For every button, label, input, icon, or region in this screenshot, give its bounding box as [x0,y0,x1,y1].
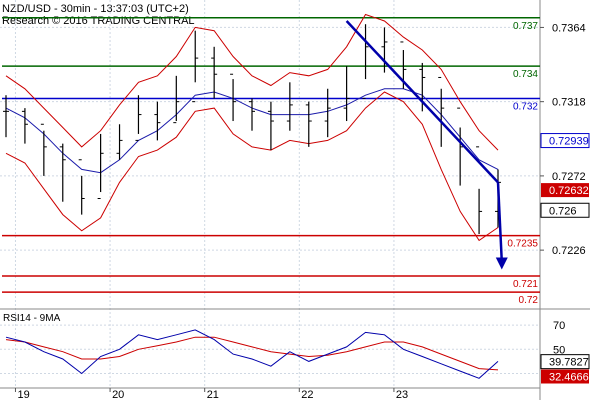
rsi-tick-label: 70 [553,320,565,332]
y-tick-label: 0.7272 [552,171,586,183]
forecast-arrow-head [495,257,508,270]
grid-lines [0,0,540,388]
key-levels: 0.737 0.734 0.732 0.7235 0.721 0.72 [2,17,540,306]
resistance-trendline [345,20,499,184]
bollinger-lower-line [5,91,499,242]
x-tick-label: 19 [17,389,29,400]
y-tick-label: 0.7318 [552,97,586,109]
rsi-tag-last-box [540,354,590,370]
chart-title: NZD/USD - 30min - 13:37:03 (UTC+2) [2,3,189,15]
level-label-0.721: 0.721 [513,279,538,290]
bollinger-upper-line [5,13,499,151]
level-label-0.732: 0.732 [513,101,538,112]
y-tick-label: 0.7364 [552,22,586,34]
rsi-title: RSI14 - 9MA [3,313,61,324]
rsi-line [5,329,499,379]
forecast-arrow-shaft [496,182,504,262]
price-tag-current-box [541,183,589,198]
rsi-tick-label: 50 [553,344,565,356]
price-tag-ma: 0.72939 [549,136,589,148]
x-tick-label: 22 [301,389,313,400]
price-bars [3,24,501,234]
rsi-tag-last: 39.7827 [549,357,589,369]
y-tick-label: 0.7226 [552,245,586,257]
price-tag-ma-box [540,133,590,149]
price-tag-last: 0.726 [549,205,577,217]
price-tag-last-box [540,202,590,218]
rsi-tag-current-box [541,369,589,384]
rsi-ma-line [5,336,499,371]
level-label-0.72: 0.72 [519,295,539,306]
x-tick-label: 23 [396,389,408,400]
level-label-0.737: 0.737 [513,21,538,32]
x-tick-label: 20 [112,389,124,400]
level-label-0.7235: 0.7235 [507,239,538,250]
rsi-tag-current: 32.4666 [549,372,589,384]
level-label-0.734: 0.734 [513,69,538,80]
price-tag-current: 0.72632 [549,185,589,197]
x-tick-label: 21 [207,389,219,400]
